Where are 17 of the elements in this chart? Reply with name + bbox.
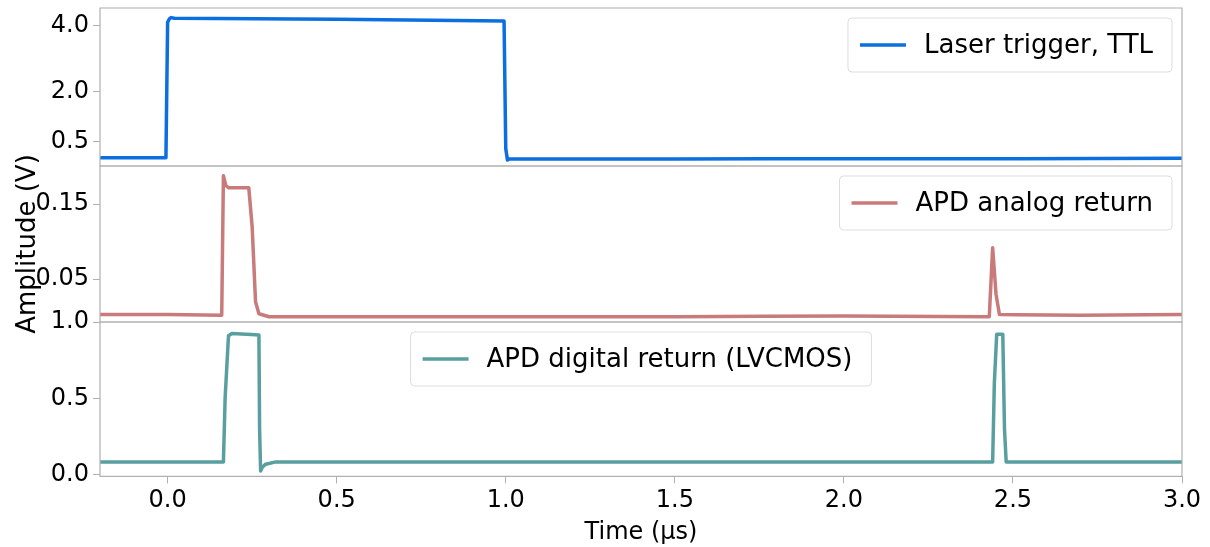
y-tick-label: 0.5 (50, 126, 89, 154)
x-tick-label: 2.5 (993, 485, 1033, 514)
y-tick-label: 1.0 (50, 306, 89, 335)
x-tick-label: 2.0 (824, 485, 863, 514)
x-tick-label: 0.0 (148, 485, 187, 514)
y-tick-label: 4.0 (50, 9, 89, 38)
x-tick-label: 1.0 (486, 485, 525, 514)
y-tick-label: 0.5 (50, 382, 89, 411)
legend-label: APD digital return (LVCMOS) (486, 342, 853, 373)
x-axis-title: Time (μs) (583, 516, 698, 545)
x-tick-label: 3.0 (1162, 485, 1202, 514)
x-tick-label: 1.5 (655, 485, 694, 514)
legend-label: APD analog return (915, 186, 1154, 217)
x-tick-label: 0.5 (317, 485, 356, 514)
y-tick-label: 2.0 (50, 76, 89, 105)
y-tick-label: 0.0 (50, 459, 89, 488)
legend-label: Laser trigger, TTL (923, 28, 1154, 59)
